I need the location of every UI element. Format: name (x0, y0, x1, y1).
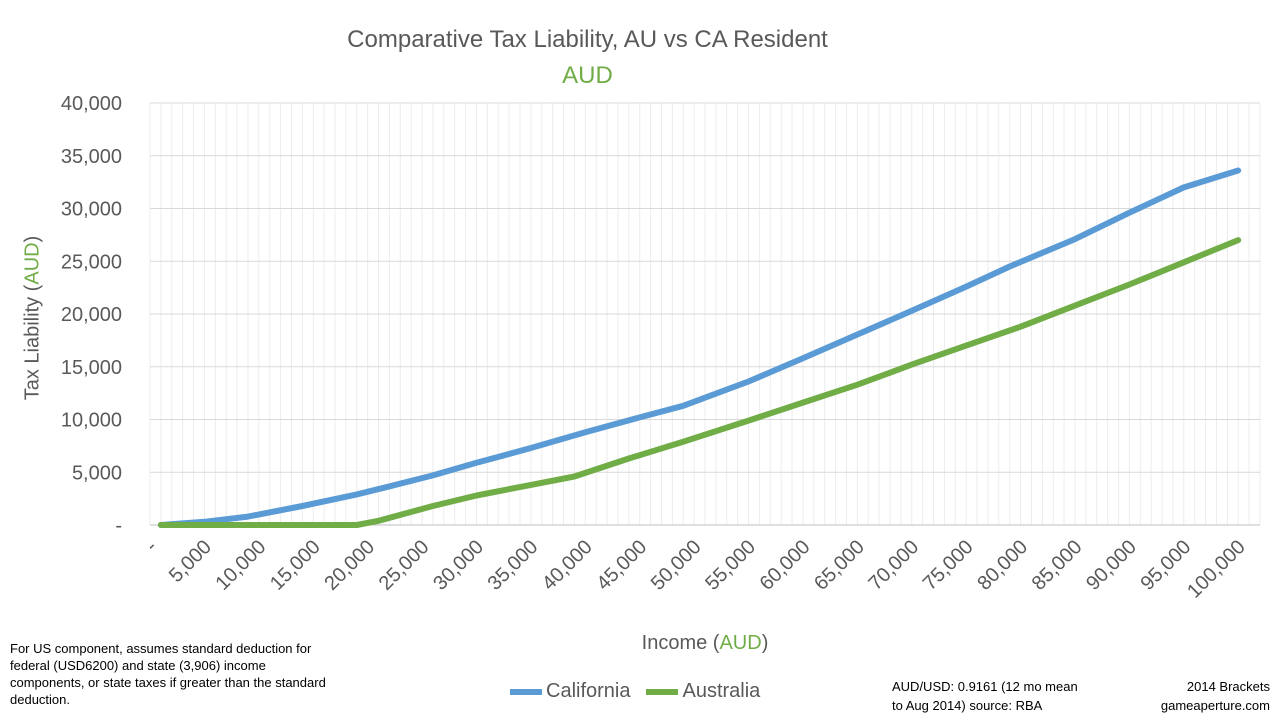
exchange-rate-line-1: AUD/USD: 0.9161 (12 mo mean (892, 679, 1078, 694)
series-lines (157, 167, 1242, 528)
x-tick-label: 30,000 (429, 536, 488, 595)
y-tick-label: 35,000 (61, 146, 122, 168)
legend-label-australia: Australia (682, 680, 761, 702)
x-tick-label: 5,000 (165, 536, 216, 587)
x-axis-label: Income (AUD) (0, 632, 1280, 655)
y-tick-label: - (115, 515, 122, 537)
x-tick-label: 45,000 (592, 536, 651, 595)
x-tick-label: 70,000 (864, 536, 923, 595)
chart-subtitle: AUD (562, 62, 613, 89)
source-line-1: 2014 Brackets (1186, 679, 1270, 694)
x-tick-label: 50,000 (647, 536, 706, 595)
x-tick-label: 60,000 (756, 536, 815, 595)
x-tick-label: 75,000 (919, 536, 978, 595)
y-axis: - 5,000 10,000 15,000 20,000 25,000 30,000 35,0… (61, 93, 122, 537)
series-line-australia (157, 237, 1242, 528)
x-tick-label: 35,000 (484, 536, 543, 595)
x-tick-label: 90,000 (1082, 536, 1141, 595)
legend-item-california: California (510, 680, 630, 703)
source-note: 2014 Brackets gameaperture.com (1161, 677, 1270, 715)
x-axis-label-accent: AUD (719, 632, 762, 654)
x-axis-label-prefix: Income ( (641, 632, 720, 654)
y-axis-label-accent: AUD (21, 242, 44, 285)
series-line-california (157, 167, 1242, 528)
y-tick-label: 5,000 (72, 462, 122, 484)
exchange-rate-line-2: to Aug 2014) source: RBA (892, 698, 1043, 713)
legend-swatch-california (510, 688, 542, 695)
x-tick-label: - (141, 536, 161, 556)
y-tick-label: 20,000 (61, 304, 122, 326)
y-tick-label: 25,000 (61, 251, 122, 273)
y-tick-label: 10,000 (61, 410, 122, 432)
x-tick-label: 100,000 (1183, 536, 1250, 603)
legend-label-california: California (546, 680, 631, 702)
y-tick-label: 40,000 (61, 93, 122, 115)
x-tick-label: 25,000 (375, 536, 434, 595)
y-tick-label: 15,000 (61, 357, 122, 379)
legend-item-australia: Australia (646, 680, 760, 703)
x-axis-label-suffix: ) (761, 632, 769, 654)
x-axis: -5,00010,00015,00020,00025,00030,00035,0… (141, 536, 1250, 603)
source-line-2: gameaperture.com (1160, 698, 1270, 713)
legend: California Australia (510, 680, 760, 703)
x-tick-label: 80,000 (973, 536, 1032, 595)
y-tick-label: 30,000 (61, 199, 122, 221)
y-axis-label-suffix: ) (21, 235, 44, 243)
y-axis-label: Tax Liability (AUD) (22, 236, 45, 401)
legend-swatch-australia (646, 688, 679, 695)
assumption-note: For US component, assumes standard deduc… (10, 641, 326, 707)
grid (149, 102, 1261, 526)
x-tick-label: 65,000 (810, 536, 869, 595)
y-axis-label-prefix: Tax Liability ( (21, 284, 44, 401)
x-tick-label: 85,000 (1028, 536, 1087, 595)
x-tick-label: 55,000 (701, 536, 760, 595)
x-tick-label: 15,000 (266, 536, 325, 595)
chart-title: Comparative Tax Liability, AU vs CA Resi… (347, 26, 828, 53)
x-tick-label: 10,000 (212, 536, 271, 595)
x-tick-label: 20,000 (320, 536, 379, 595)
x-tick-label: 40,000 (538, 536, 597, 595)
exchange-rate-note: AUD/USD: 0.9161 (12 mo mean to Aug 2014)… (892, 677, 1122, 715)
